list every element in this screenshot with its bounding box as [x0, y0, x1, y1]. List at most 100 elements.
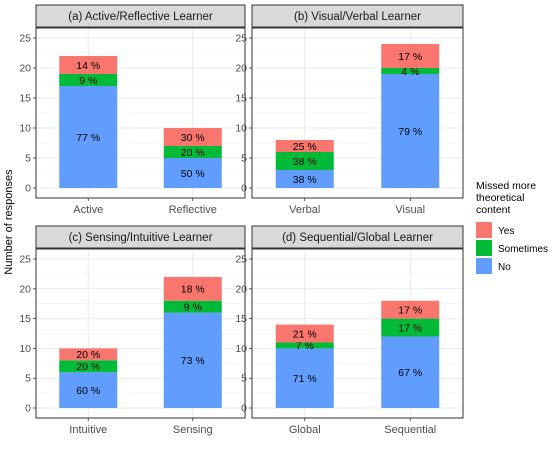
panel-title: (c) Sensing/Intuitive Learner — [69, 232, 213, 244]
bar-label: 71 % — [293, 373, 317, 385]
panel-0: (a) Active/Reflective Learner 0 5 10 15 20 25 7… — [19, 4, 246, 216]
y-tick-label: 5 — [241, 153, 247, 165]
bar-label: 20 % — [76, 349, 100, 361]
legend-key-sometimes — [476, 240, 492, 256]
x-tick-label: Sensing — [173, 424, 213, 436]
bar-segment-no-sensing — [163, 312, 222, 408]
y-tick-label: 20 — [19, 283, 31, 295]
legend-title: theoretical — [476, 192, 524, 204]
panel-3: (d) Sequential/Global Learner 0 5 10 15 20 25 7… — [235, 225, 464, 436]
bar-label: 17 % — [398, 304, 422, 316]
bar-segment-sometimes-reflective — [163, 146, 222, 158]
x-tick-label: Active — [73, 204, 103, 216]
legend-key-yes — [476, 222, 492, 238]
bar-segment-yes-verbal — [275, 140, 334, 152]
bar-segment-no-reflective — [163, 158, 222, 188]
bar-segment-no-global — [275, 348, 334, 408]
bar-segment-no-verbal — [275, 170, 334, 188]
bar-segment-sometimes-visual — [381, 68, 440, 74]
bar-label: 17 % — [398, 51, 422, 63]
bar-label: 25 % — [293, 141, 317, 153]
x-tick-label: Global — [289, 424, 321, 436]
legend-title: content — [476, 204, 511, 216]
bar-segment-no-intuitive — [59, 372, 118, 408]
panel-title: (b) Visual/Verbal Learner — [294, 11, 421, 23]
y-tick-label: 5 — [25, 153, 31, 165]
bar-label: 79 % — [398, 126, 422, 138]
y-tick-label: 0 — [25, 183, 31, 195]
bar-segment-sometimes-intuitive — [59, 360, 118, 373]
y-tick-label: 20 — [235, 63, 247, 75]
legend-key-no — [476, 258, 492, 274]
chart-panels: (a) Active/Reflective Learner 0 5 10 15 20 25 7… — [19, 4, 464, 436]
y-tick-label: 10 — [235, 123, 247, 135]
x-tick-label: Reflective — [169, 204, 217, 216]
bar-label: 9 % — [79, 75, 97, 87]
bar-label: 17 % — [398, 322, 422, 334]
panel-1: (b) Visual/Verbal Learner 0 5 10 15 20 25 38 % 3… — [235, 4, 464, 216]
legend-label-sometimes: Sometimes — [498, 244, 548, 255]
bar-label: 21 % — [293, 328, 317, 340]
panel-strip — [251, 225, 464, 249]
legend-title: Missed more — [476, 180, 536, 192]
x-tick-label: Visual — [395, 204, 425, 216]
bar-segment-yes-sensing — [163, 276, 222, 301]
bar-label: 38 % — [293, 174, 317, 186]
bar-segment-sometimes-verbal — [275, 152, 334, 170]
y-tick-label: 5 — [241, 373, 247, 385]
bar-segment-yes-sequential — [381, 300, 440, 319]
y-axis-label: Number of responses — [3, 169, 15, 275]
bar-label: 7 % — [296, 340, 314, 352]
panel-title: (d) Sequential/Global Learner — [282, 232, 433, 244]
y-tick-label: 20 — [235, 283, 247, 295]
panel-border — [35, 248, 246, 419]
bar-segment-no-visual — [381, 74, 440, 188]
bar-label: 38 % — [293, 156, 317, 168]
panel-border — [251, 27, 464, 199]
y-tick-label: 15 — [235, 313, 247, 325]
y-tick-label: 25 — [19, 254, 31, 266]
y-tick-label: 0 — [241, 403, 247, 415]
bar-label: 20 % — [76, 361, 100, 373]
panel-strip — [35, 225, 246, 249]
bar-segment-no-sequential — [381, 336, 440, 408]
bar-label: 9 % — [184, 301, 202, 313]
panel-strip — [35, 4, 246, 28]
y-tick-label: 0 — [241, 183, 247, 195]
bar-label: 77 % — [76, 132, 100, 144]
bar-segment-yes-global — [275, 324, 334, 343]
bar-label: 18 % — [181, 284, 205, 296]
bar-segment-yes-visual — [381, 44, 440, 68]
y-tick-label: 20 — [19, 63, 31, 75]
y-tick-label: 25 — [19, 33, 31, 45]
bar-segment-yes-intuitive — [59, 348, 118, 361]
panel-2: (c) Sensing/Intuitive Learner 0 5 10 15 20 25 6… — [19, 225, 246, 436]
bar-segment-yes-active — [59, 56, 118, 74]
y-tick-label: 25 — [235, 33, 247, 45]
bar-segment-sometimes-global — [275, 342, 334, 349]
bar-label: 20 % — [181, 147, 205, 159]
bar-segment-no-active — [59, 86, 118, 188]
x-tick-label: Sequential — [384, 424, 436, 436]
y-tick-label: 15 — [19, 93, 31, 105]
x-tick-label: Verbal — [289, 204, 320, 216]
bar-label: 67 % — [398, 367, 422, 379]
bar-label: 14 % — [76, 60, 100, 72]
bar-segment-sometimes-sensing — [163, 300, 222, 313]
y-tick-label: 10 — [19, 123, 31, 135]
y-tick-label: 15 — [235, 93, 247, 105]
bar-label: 60 % — [76, 385, 100, 397]
bar-label: 4 % — [401, 66, 419, 78]
bar-segment-yes-reflective — [163, 128, 222, 146]
y-tick-label: 15 — [19, 313, 31, 325]
bar-label: 73 % — [181, 355, 205, 367]
legend-label-no: No — [498, 262, 511, 273]
panel-title: (a) Active/Reflective Learner — [68, 11, 213, 23]
bar-label: 50 % — [181, 168, 205, 180]
y-tick-label: 25 — [235, 254, 247, 266]
legend-label-yes: Yes — [498, 226, 514, 237]
panel-strip — [251, 4, 464, 28]
